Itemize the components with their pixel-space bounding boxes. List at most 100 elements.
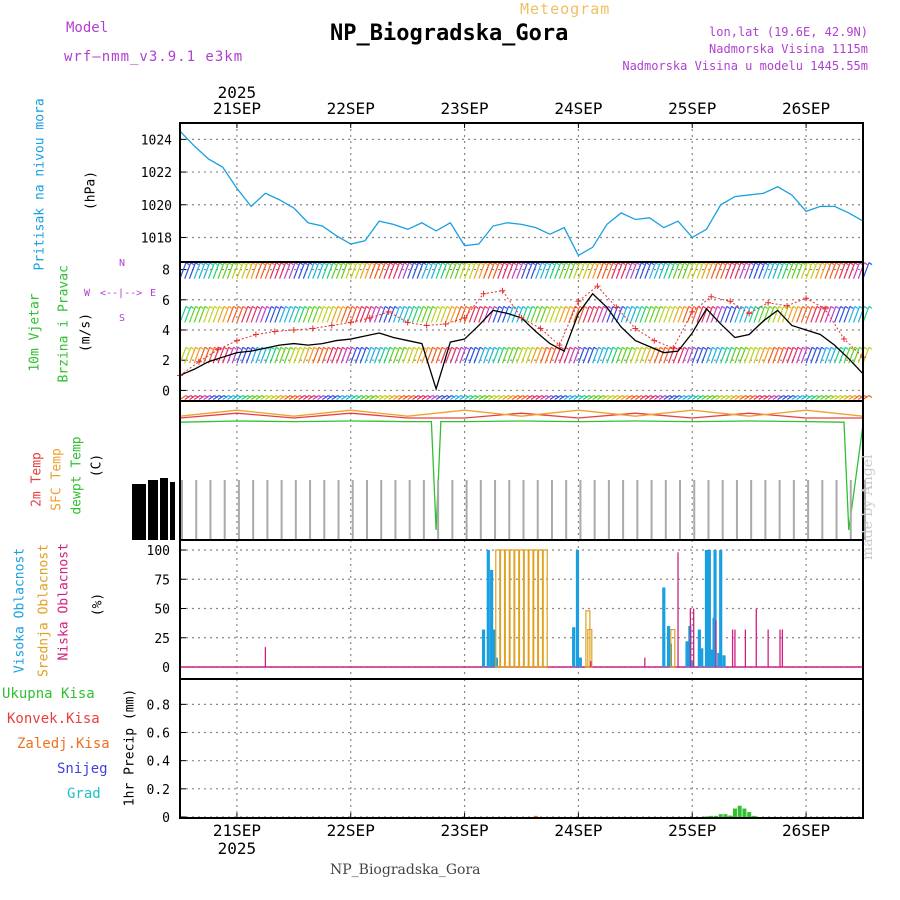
- wind-barb: [316, 347, 325, 364]
- wind-barb: [264, 262, 272, 279]
- wind-gust-marker: [290, 326, 297, 333]
- cloud-bar-high: [685, 641, 689, 667]
- wind-barb: [364, 394, 372, 400]
- cloud-bar-mid: [587, 628, 593, 668]
- wind-gust-marker: [594, 283, 601, 290]
- wind-barb: [829, 262, 837, 279]
- bottom-year-label: 2025: [218, 839, 257, 858]
- wind-gust-marker: [784, 302, 791, 309]
- wind-barb: [236, 394, 244, 400]
- wind-barb: [739, 262, 747, 279]
- wind-barb-tip: [498, 305, 503, 309]
- wind-barb: [829, 394, 837, 400]
- wind-barb-tip: [195, 305, 199, 309]
- wind-barb: [402, 306, 410, 323]
- wind-barb: [222, 262, 230, 279]
- wind-barb: [478, 347, 486, 364]
- wind-ytick-label: 8: [162, 264, 170, 279]
- wind-barb: [530, 306, 538, 323]
- wind-barb: [241, 262, 249, 279]
- temp-series-line: [179, 420, 864, 531]
- top-year-label: 2025: [218, 83, 257, 102]
- wind-barb: [544, 262, 552, 279]
- wind-barb: [340, 306, 348, 323]
- cloud-bar-mid: [514, 549, 520, 668]
- wind-barb-tip: [764, 305, 768, 309]
- wind-barb: [198, 394, 206, 400]
- wind-barb: [411, 347, 419, 364]
- wind-barb: [350, 347, 358, 364]
- wind-barb: [520, 306, 529, 323]
- wind-barb-tip: [427, 346, 432, 350]
- wind-barb: [758, 262, 766, 279]
- wind-barb-tip: [731, 346, 735, 350]
- wind-barb: [649, 347, 657, 364]
- wind-barb-tip: [868, 346, 873, 350]
- wind-barb: [193, 347, 201, 364]
- wind-barb: [729, 262, 737, 279]
- wind-barb: [468, 394, 476, 400]
- wind-barb-tip: [375, 305, 380, 309]
- wind-barb-tip: [863, 305, 868, 309]
- wind-barb: [748, 262, 756, 279]
- wind-barb: [203, 347, 211, 364]
- wind-barb-tip: [546, 346, 550, 350]
- wind-barb: [207, 306, 216, 323]
- wind-barb-tip: [252, 305, 256, 309]
- wind-barb: [288, 262, 296, 279]
- wind-barb: [753, 262, 761, 279]
- wind-barb: [753, 306, 761, 323]
- wind-barb: [554, 306, 562, 323]
- precip-bar: [704, 816, 709, 817]
- wind-barb-tip: [750, 346, 754, 350]
- wind-barb: [188, 262, 197, 279]
- wind-barb: [478, 394, 486, 400]
- wind-barb-tip: [356, 346, 361, 350]
- wind-barb: [264, 306, 272, 323]
- wind-barb-tip: [849, 346, 854, 350]
- wind-barb: [497, 347, 505, 364]
- cloud-bar-mid: [542, 549, 548, 668]
- wind-barb: [696, 394, 704, 400]
- cloud-bar-high: [717, 652, 721, 667]
- wind-barb-tip: [214, 305, 218, 309]
- wind-barb: [188, 347, 197, 364]
- wind-barb-tip: [418, 346, 422, 350]
- footer-station: NP_Biogradska_Gora: [330, 862, 481, 878]
- wind-barb: [378, 394, 386, 400]
- cloud-ytick-label: 50: [154, 603, 170, 618]
- panel-frame: [179, 539, 864, 680]
- wind-barb: [217, 306, 225, 323]
- wind-barb-tip: [465, 305, 470, 309]
- wind-barb-tip: [304, 305, 308, 309]
- wind-barb: [833, 262, 842, 279]
- wind-barb: [302, 394, 310, 400]
- wind-barb: [350, 306, 358, 323]
- wind-barb: [611, 262, 619, 279]
- cloud-bar-high: [662, 587, 666, 667]
- wind-barb: [302, 347, 310, 364]
- wind-barb-tip: [778, 305, 783, 309]
- wind-barb: [720, 262, 728, 279]
- wind-barb: [212, 394, 220, 400]
- wind-barb: [226, 306, 234, 323]
- wind-barb-tip: [560, 305, 565, 309]
- wind-barb-tip: [451, 305, 455, 309]
- credit-text: made by Angel: [860, 454, 876, 561]
- wind-barb: [236, 347, 244, 364]
- wind-barb-tip: [195, 346, 199, 350]
- wind-barb-tip: [327, 346, 332, 350]
- wind-barb: [554, 394, 562, 400]
- wind-barb: [663, 394, 671, 400]
- wind-barb: [715, 347, 723, 364]
- wind-barb-tip: [726, 305, 731, 309]
- precip-bar: [723, 814, 728, 817]
- wind-barb: [635, 394, 642, 400]
- wind-barb-tip: [299, 305, 304, 309]
- wind-barb: [298, 394, 305, 400]
- precip-bar: [709, 815, 714, 817]
- wind-barb: [715, 394, 723, 400]
- wind-barb: [535, 306, 543, 323]
- wind-barb: [269, 394, 277, 400]
- wind-barb: [677, 347, 685, 364]
